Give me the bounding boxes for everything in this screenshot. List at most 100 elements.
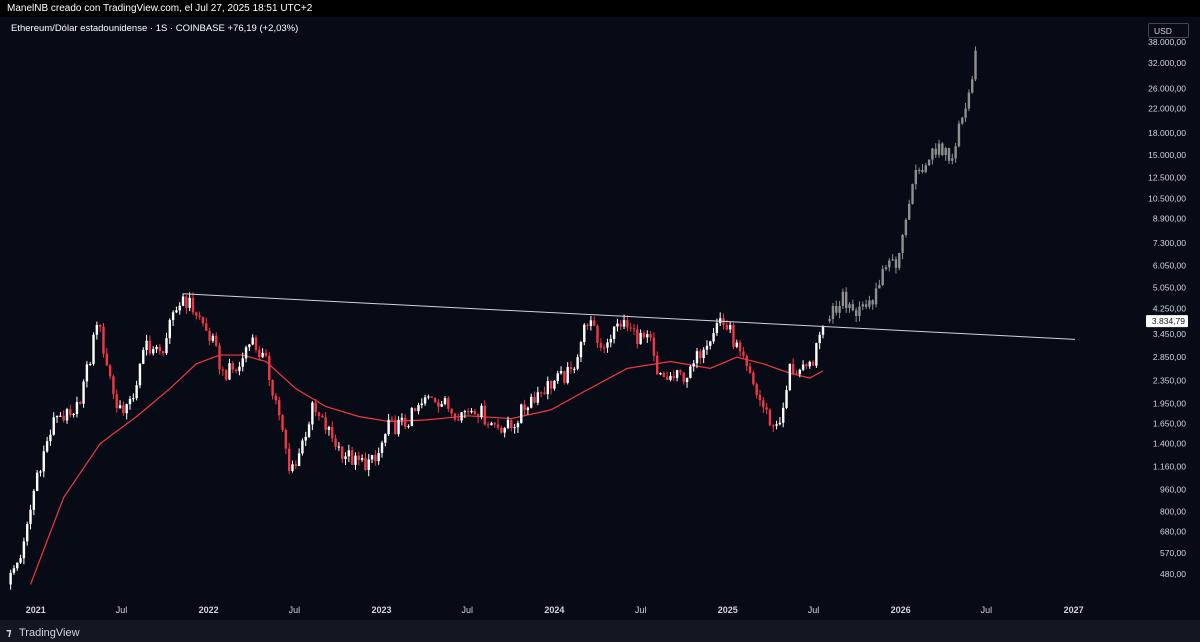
candle-body (221, 369, 225, 371)
candle-body (241, 358, 244, 367)
candle-body (188, 297, 191, 308)
candle (112, 374, 115, 400)
candle (158, 343, 162, 355)
candle-body (62, 415, 65, 421)
candle (665, 371, 669, 381)
candle-body (619, 323, 622, 327)
price-tick-label: 1.650,00 (1153, 419, 1186, 429)
candle (460, 411, 463, 423)
candle-body (699, 351, 702, 359)
projected-candle (944, 146, 947, 161)
candle-body (596, 325, 599, 344)
candle-body (52, 417, 55, 435)
candle-body (944, 148, 947, 156)
candle (102, 322, 105, 358)
candle-body (795, 373, 798, 375)
price-chart[interactable]: 38.000,00 32.000,00 26.000,00 22.000,00 18.0… (0, 0, 1200, 620)
candle-body (772, 425, 775, 427)
candle-body (231, 363, 234, 370)
candle-body (672, 375, 675, 378)
candle-body (334, 438, 337, 447)
candle (619, 319, 622, 331)
candle-body (599, 343, 603, 348)
candle (125, 403, 128, 420)
candle-body (848, 304, 851, 309)
candle-body (433, 397, 437, 403)
currency-selector[interactable]: USD (1148, 23, 1189, 38)
price-tick-label: 22.000,00 (1148, 104, 1186, 114)
candle (287, 443, 291, 474)
projected-candle (884, 264, 888, 271)
candle (669, 372, 672, 382)
candle (224, 369, 228, 382)
candle-body (788, 363, 792, 391)
candle-body (463, 411, 467, 413)
projected-candle (841, 288, 845, 309)
candle-body (934, 148, 937, 155)
candle (281, 414, 284, 433)
candle (390, 416, 394, 421)
candle-body (397, 419, 400, 435)
candle-body (679, 370, 682, 373)
candle-body (791, 363, 795, 374)
candle-body (692, 363, 695, 367)
price-tick-label: 12.500,00 (1148, 172, 1186, 182)
candle-body (888, 260, 891, 268)
candle-body (304, 436, 307, 441)
price-tick-label: 32.000,00 (1148, 58, 1186, 68)
time-tick-label: Jul (289, 605, 301, 615)
candle-body (128, 398, 132, 405)
candle (486, 421, 490, 429)
candle-body (473, 410, 477, 415)
candle (105, 348, 108, 366)
candle (251, 334, 254, 346)
projected-candle (967, 89, 971, 112)
candle (805, 363, 808, 370)
candle (175, 306, 178, 314)
candle-body (12, 568, 16, 573)
candle (719, 312, 722, 327)
candle-body (496, 424, 500, 428)
candle-body (410, 408, 414, 427)
candle (632, 323, 636, 335)
projected-candle (881, 265, 884, 287)
candle (211, 333, 215, 343)
candle-body (543, 392, 546, 395)
candle (65, 407, 69, 424)
candle (539, 391, 543, 398)
candle (304, 431, 307, 447)
candle (374, 450, 377, 466)
candle (297, 448, 301, 467)
candle (350, 446, 354, 466)
candle (735, 339, 738, 349)
candle-body (569, 367, 573, 370)
candle-body (215, 335, 218, 346)
candle (453, 412, 457, 422)
candle-body (874, 288, 878, 305)
candle-body (467, 411, 470, 413)
candle-body (118, 405, 122, 409)
candle (341, 446, 344, 463)
candle-body (108, 365, 112, 377)
candle (699, 348, 702, 365)
candle (692, 360, 695, 372)
candle (334, 434, 337, 451)
projected-candle (835, 300, 838, 316)
projected-candle (891, 254, 894, 262)
candle-body (503, 428, 506, 433)
candle-body (341, 446, 344, 460)
projected-candle (961, 116, 964, 125)
candle (602, 344, 606, 354)
candle-body (98, 325, 102, 327)
candle-body (291, 464, 294, 471)
candle-body (380, 442, 384, 453)
candle (284, 428, 288, 454)
candle-body (951, 158, 954, 161)
tradingview-logo[interactable]: ⁊ TradingView (6, 626, 80, 639)
candle-body (115, 394, 118, 409)
symbol-legend[interactable]: Ethereum/Dólar estadounidense · 1S · COI… (11, 23, 298, 34)
candle-body (423, 397, 427, 404)
candle-body (709, 341, 712, 346)
price-tick-label: 38.000,00 (1148, 37, 1186, 47)
candle (443, 395, 447, 406)
